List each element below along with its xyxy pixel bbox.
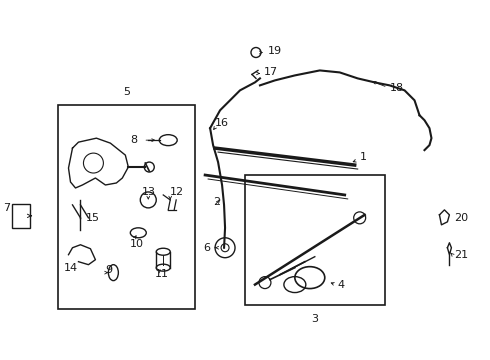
Text: 19: 19 xyxy=(268,45,282,55)
Text: 3: 3 xyxy=(311,315,318,324)
Text: 18: 18 xyxy=(390,84,404,93)
Text: 11: 11 xyxy=(155,269,169,279)
Text: 16: 16 xyxy=(215,118,229,128)
Text: 1: 1 xyxy=(360,152,367,162)
Text: 2: 2 xyxy=(213,197,220,207)
Text: 13: 13 xyxy=(142,187,156,197)
Text: 7: 7 xyxy=(3,203,11,213)
Text: 10: 10 xyxy=(130,239,145,249)
Text: 17: 17 xyxy=(264,67,278,77)
Bar xyxy=(245,175,385,305)
Text: 8: 8 xyxy=(130,135,137,145)
Text: 5: 5 xyxy=(123,87,130,97)
Text: 21: 21 xyxy=(454,250,468,260)
Text: 20: 20 xyxy=(454,213,468,223)
Bar xyxy=(57,105,195,310)
Text: 9: 9 xyxy=(105,265,113,275)
Text: 14: 14 xyxy=(64,263,77,273)
Text: 15: 15 xyxy=(85,213,99,223)
Text: 4: 4 xyxy=(338,280,345,289)
Text: 6: 6 xyxy=(203,243,210,253)
Text: 12: 12 xyxy=(170,187,184,197)
